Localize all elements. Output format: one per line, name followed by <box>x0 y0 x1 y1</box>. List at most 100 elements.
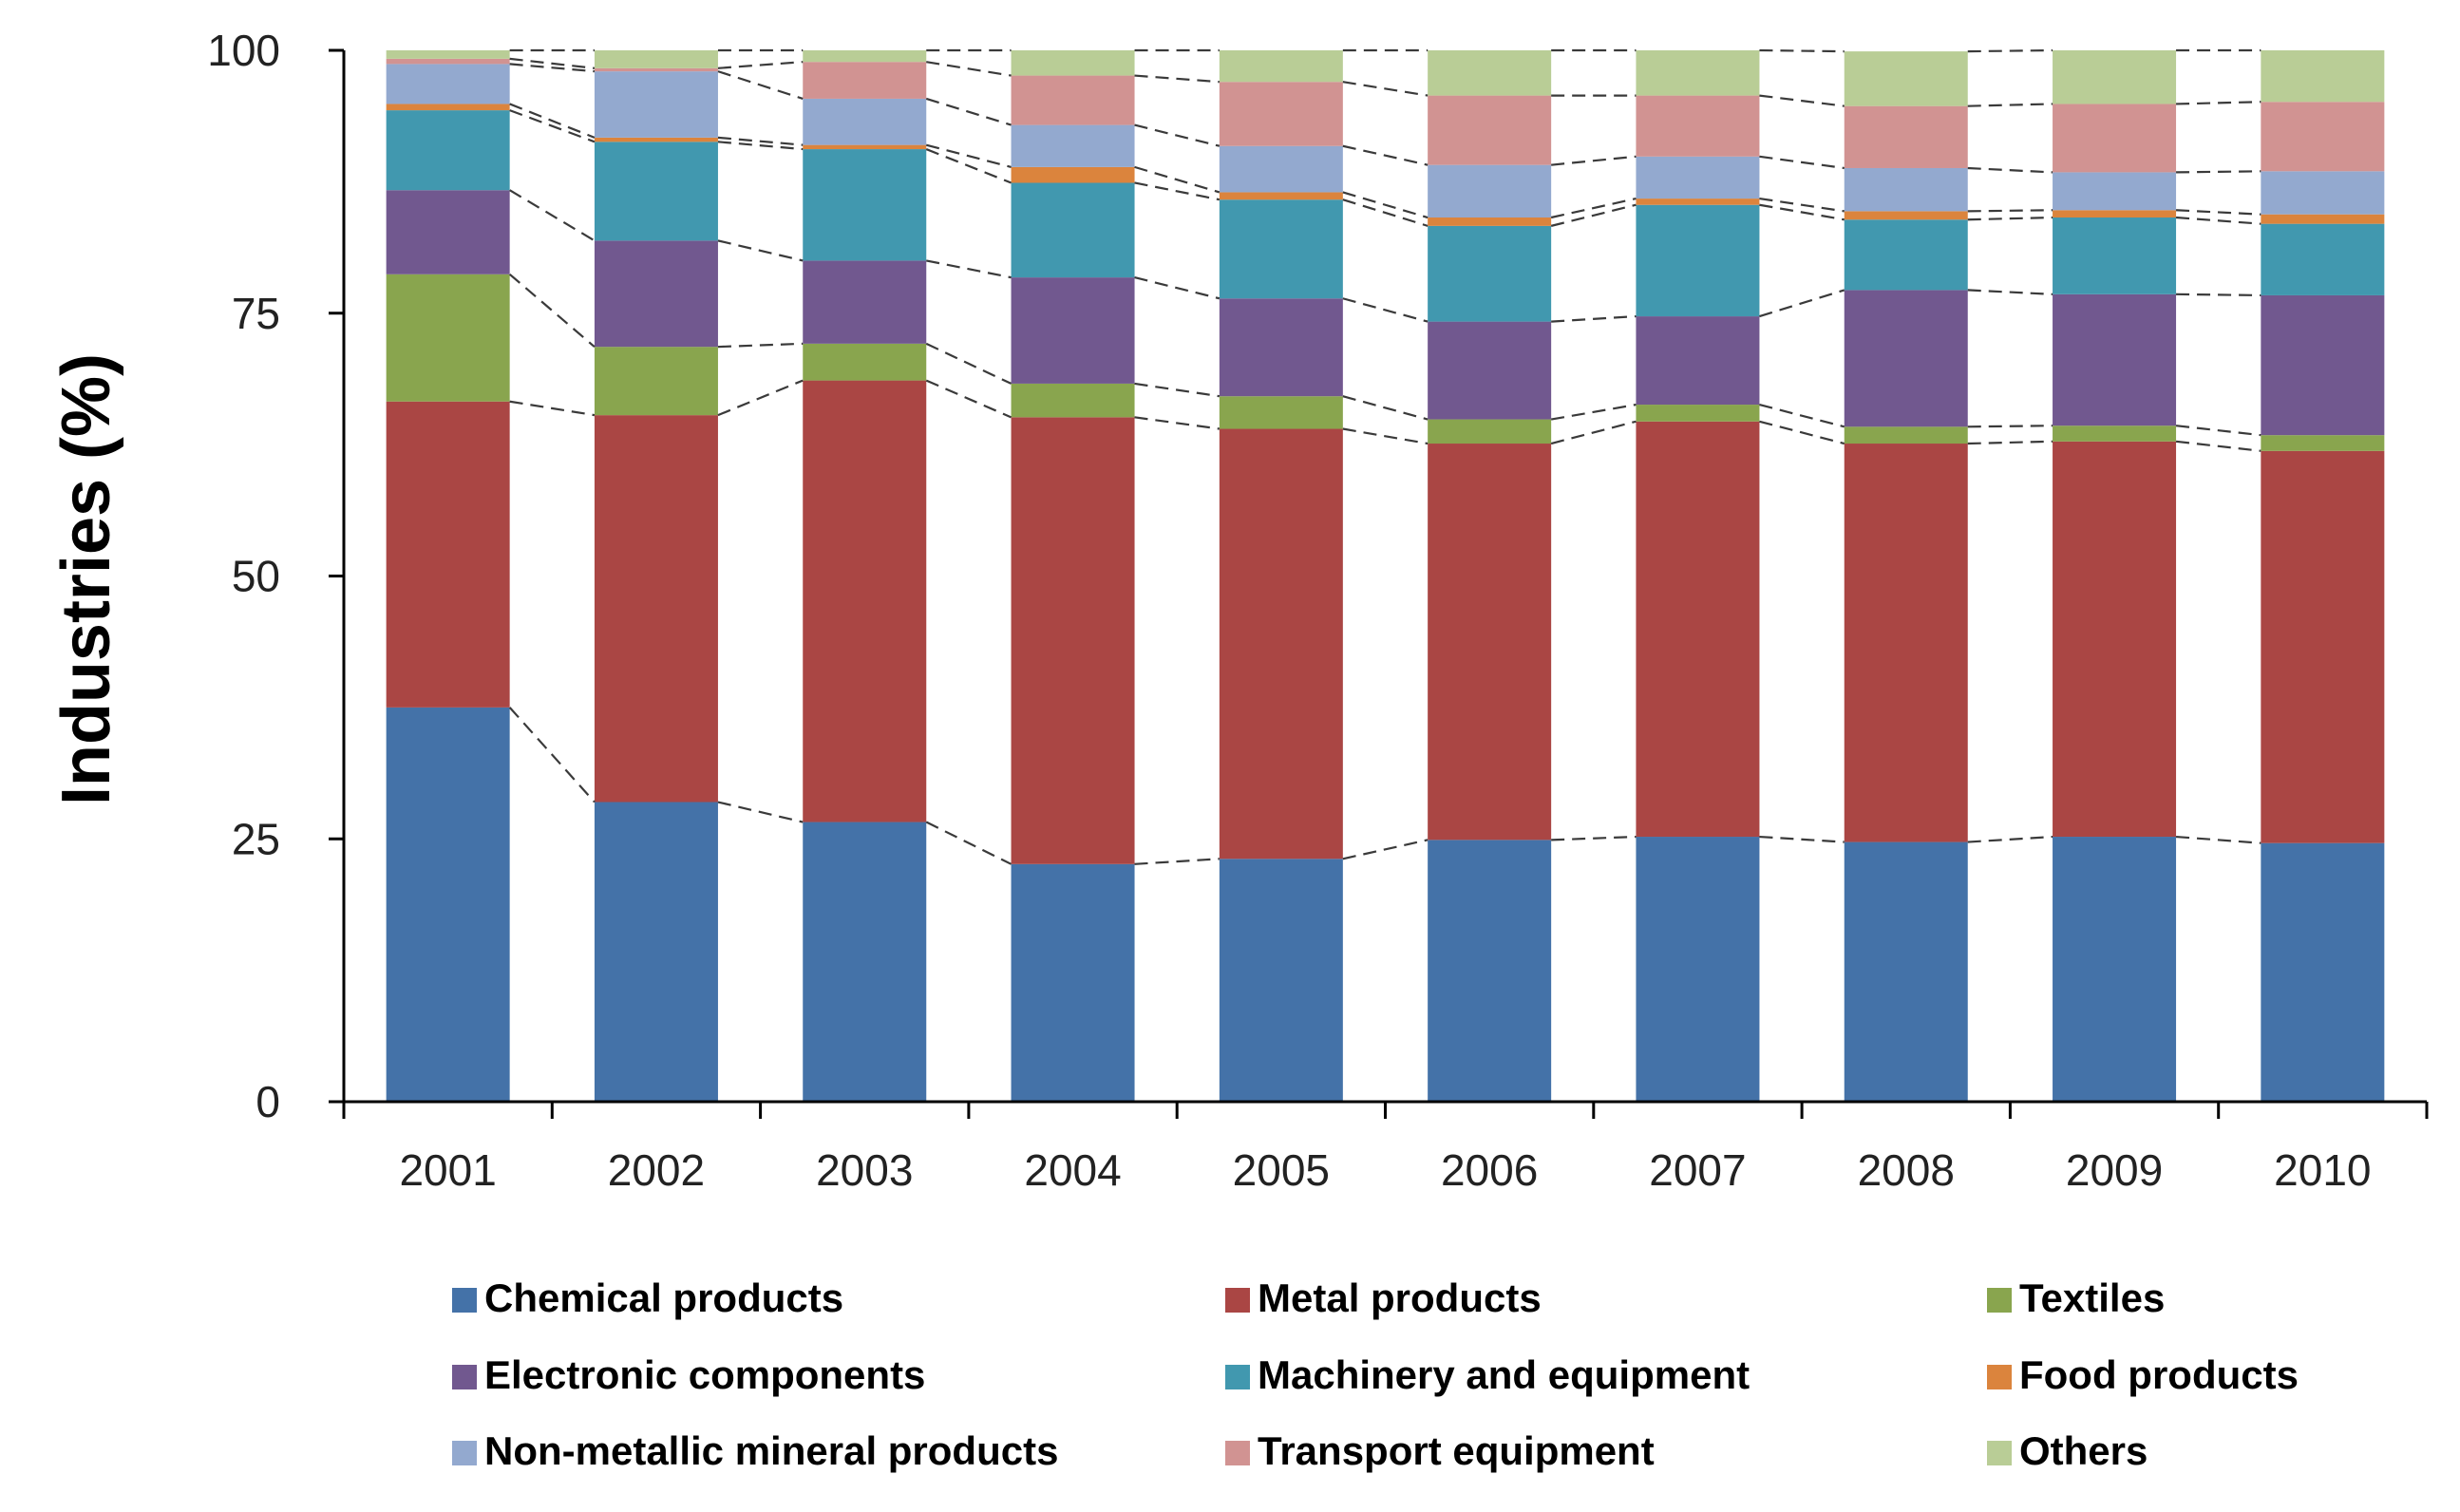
bar-segment-2007-textiles <box>1636 405 1760 422</box>
legend-label: Textiles <box>2019 1276 2165 1320</box>
bar-segment-2008-non-metallic-mineral-products <box>1844 167 1968 212</box>
connector-line <box>717 61 804 69</box>
x-tick-label: 2010 <box>2274 1145 2371 1195</box>
connector-line <box>1134 74 1220 84</box>
bar-segment-2008-machinery-and-equipment <box>1844 219 1968 291</box>
bar-segment-2007-non-metallic-mineral-products <box>1636 156 1760 199</box>
legend-item-machinery-and-equipment: Machinery and equipment <box>1225 1352 1750 1397</box>
bar-segment-2004-transport-equipment <box>1011 75 1135 125</box>
bars-layer <box>386 50 2385 1103</box>
bar-segment-2005-non-metallic-mineral-products <box>1219 145 1343 193</box>
connector-line <box>1134 181 1221 201</box>
connector-line <box>1551 835 1637 841</box>
connector-line <box>1759 203 1845 221</box>
connector-line <box>509 103 596 139</box>
connector-line <box>925 379 1012 419</box>
bar-segment-2001-textiles <box>386 274 510 402</box>
connector-line <box>509 109 596 143</box>
legend-swatch <box>1987 1365 2012 1389</box>
legend-swatch <box>1225 1365 1250 1389</box>
connector-line <box>717 239 804 262</box>
bar-segment-2007-transport-equipment <box>1636 95 1760 157</box>
connector-line <box>1967 48 2053 53</box>
connector-line <box>1134 165 1221 194</box>
connector-line <box>1967 216 2053 221</box>
bar-segment-2006-others <box>1428 50 1552 96</box>
connector-line <box>926 61 1012 77</box>
connector-line <box>1967 425 2053 428</box>
bar-segment-2001-food-products <box>386 104 510 111</box>
legend-swatch <box>1987 1441 2012 1465</box>
x-tick-labels: 2001 2002 2003 2004 2005 2006 2007 2008 2009 2010 <box>399 1145 2371 1195</box>
connector-line <box>1967 103 2053 107</box>
bar-segment-2002-chemical-products <box>594 802 718 1102</box>
bar-segment-2006-food-products <box>1428 217 1552 226</box>
bar-segment-2006-transport-equipment <box>1428 95 1552 165</box>
bar-segment-2008-chemical-products <box>1844 841 1968 1102</box>
y-tick-labels: 0 25 50 75 100 <box>207 26 280 1126</box>
connector-line <box>508 707 596 803</box>
connector-line <box>1759 198 1845 213</box>
bar-segment-2010-metal-products <box>2261 450 2385 843</box>
legend-label: Transport equipment <box>1258 1428 1655 1473</box>
connector-line <box>717 379 804 417</box>
legend-item-non-metallic-mineral-products: Non-metallic mineral products <box>452 1428 1058 1473</box>
bar-segment-2006-chemical-products <box>1428 840 1552 1102</box>
legend-item-transport-equipment: Transport equipment <box>1225 1428 1655 1473</box>
bar-segment-2003-transport-equipment <box>803 62 927 99</box>
bar-segment-2009-machinery-and-equipment <box>2053 217 2177 294</box>
connector-line <box>1759 94 1845 107</box>
bar-segment-2006-metal-products <box>1428 444 1552 841</box>
bar-segment-2010-textiles <box>2261 435 2385 451</box>
bar-segment-2005-others <box>1219 50 1343 83</box>
bar-segment-2001-chemical-products <box>386 707 510 1103</box>
connector-line <box>2176 170 2261 174</box>
legend-label: Metal products <box>1258 1276 1542 1320</box>
connector-line <box>2176 101 2261 105</box>
connector-line <box>509 189 596 242</box>
bar-segment-2004-electronic-components <box>1011 277 1135 384</box>
legend-swatch <box>1225 1288 1250 1313</box>
legend-label: Others <box>2019 1428 2148 1473</box>
legend-swatch <box>452 1288 477 1313</box>
bar-segment-2009-metal-products <box>2053 441 2177 838</box>
x-tick-label: 2009 <box>2066 1145 2163 1195</box>
bar-segment-2001-transport-equipment <box>386 58 510 65</box>
bar-segment-2009-transport-equipment <box>2053 104 2177 173</box>
connector-line <box>1134 858 1220 865</box>
connector-line <box>1342 191 1429 219</box>
connector-lines-layer <box>508 48 2261 865</box>
bar-segment-2002-electronic-components <box>594 240 718 348</box>
connector-line <box>1342 395 1429 421</box>
connector-line <box>1759 420 1845 445</box>
connector-line <box>1550 203 1637 227</box>
connector-line <box>508 273 596 349</box>
connector-line <box>1134 123 1221 147</box>
connector-line <box>717 801 804 823</box>
x-tick-label: 2008 <box>1858 1145 1955 1195</box>
bar-segment-2002-non-metallic-mineral-products <box>594 71 718 138</box>
connector-line <box>925 342 1012 385</box>
bar-segment-2007-machinery-and-equipment <box>1636 204 1760 317</box>
bar-segment-2010-electronic-components <box>2261 294 2385 436</box>
connector-line <box>1967 289 2053 295</box>
bar-segment-2009-electronic-components <box>2053 293 2177 426</box>
connector-line <box>1759 48 1845 53</box>
bar-segment-2009-others <box>2053 50 2177 104</box>
x-tick-label: 2001 <box>399 1145 496 1195</box>
connector-line <box>509 57 596 69</box>
connector-line <box>509 63 596 73</box>
y-axis-label: Industries (%) <box>48 353 124 805</box>
axes-layer <box>329 48 2429 1119</box>
bar-segment-2004-chemical-products <box>1011 863 1135 1102</box>
connector-line <box>1551 314 1637 323</box>
bar-segment-2003-food-products <box>803 144 927 150</box>
bar-segment-2003-chemical-products <box>803 822 927 1102</box>
legend: Chemical products Metal products Textiles E… <box>452 1276 2299 1473</box>
connector-line <box>1967 209 2053 213</box>
bar-segment-2003-machinery-and-equipment <box>803 149 927 261</box>
bar-segment-2010-non-metallic-mineral-products <box>2261 171 2385 215</box>
bar-segment-2007-others <box>1636 50 1760 96</box>
connector-line <box>1342 81 1429 97</box>
